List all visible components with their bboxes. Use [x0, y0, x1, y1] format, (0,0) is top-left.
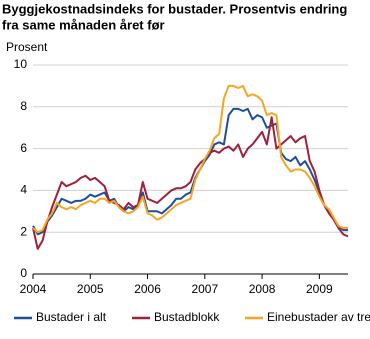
- x-tick-label: 2007: [191, 282, 218, 296]
- y-tick-label: 4: [20, 183, 27, 197]
- x-tick-label: 2004: [20, 282, 47, 296]
- legend-label: Bustader i alt: [36, 310, 107, 324]
- line-series: [32, 116, 349, 250]
- x-tick-label: 2006: [134, 282, 161, 296]
- x-tick-label: 2009: [306, 282, 333, 296]
- y-tick-label: 10: [14, 57, 28, 71]
- y-tick-label: 0: [20, 266, 27, 280]
- line-series: [32, 84, 348, 234]
- legend-label: Bustadblokk: [154, 310, 220, 324]
- line-series: [32, 107, 348, 236]
- y-axis-label: Prosent: [6, 40, 48, 54]
- y-tick-label: 6: [20, 141, 27, 155]
- y-tick-label: 8: [20, 99, 27, 113]
- legend-label: Einebustader av tre: [267, 310, 370, 324]
- chart-title: fra same månaden året før: [2, 17, 165, 32]
- x-tick-label: 2008: [249, 282, 276, 296]
- x-tick-label: 2005: [77, 282, 104, 296]
- chart-title: Byggjekostnadsindeks for bustader. Prose…: [2, 1, 347, 16]
- y-tick-label: 2: [20, 224, 27, 238]
